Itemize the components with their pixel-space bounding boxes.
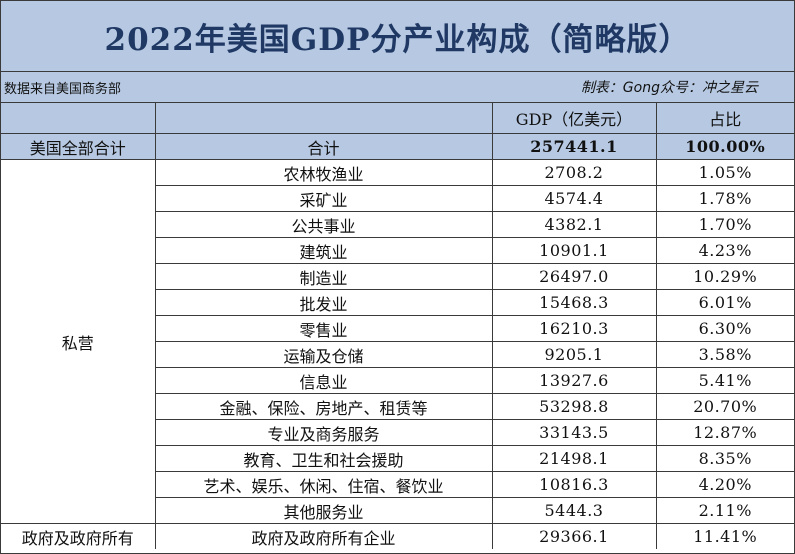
group-label-government: 政府及政府所有 <box>1 523 156 549</box>
author-credit: 制表：Gong众号：冲之星云 <box>580 80 758 96</box>
total-row: 美国全部合计 合计 257441.1 100.00% <box>1 133 794 160</box>
table-row: 采矿业 4574.4 1.78% <box>1 185 794 212</box>
industry-cell: 公共事业 <box>155 211 493 238</box>
share-cell: 2.11% <box>655 497 794 524</box>
gdp-cell: 29366.1 <box>491 523 657 549</box>
industry-cell: 专业及商务服务 <box>155 419 493 446</box>
industry-cell: 采矿业 <box>155 185 493 212</box>
industry-cell: 零售业 <box>155 315 493 342</box>
share-cell: 1.70% <box>655 211 794 238</box>
total-label: 合计 <box>154 133 493 160</box>
gdp-cell: 10816.3 <box>491 471 657 498</box>
share-cell: 6.01% <box>655 289 794 316</box>
total-group-label: 美国全部合计 <box>1 133 156 160</box>
industry-cell: 制造业 <box>155 263 493 290</box>
table-row: 运输及仓储 9205.1 3.58% <box>1 341 794 368</box>
industry-cell: 艺术、娱乐、休闲、住宿、餐饮业 <box>155 471 493 498</box>
industry-cell: 其他服务业 <box>155 497 493 524</box>
industry-cell: 批发业 <box>155 289 493 316</box>
share-cell: 12.87% <box>655 419 794 446</box>
gdp-table: GDP（亿美元） 占比 美国全部合计 合计 257441.1 100.00% 私… <box>1 103 794 549</box>
industry-cell: 农林牧渔业 <box>154 159 493 186</box>
title-banner: 2022年美国GDP分产业构成（简略版） <box>1 1 794 72</box>
government-row: 政府及政府所有 政府及政府所有企业 29366.1 11.41% <box>1 523 794 549</box>
table-row: 信息业 13927.6 5.41% <box>1 367 794 394</box>
share-cell: 8.35% <box>655 445 794 472</box>
industry-cell: 政府及政府所有企业 <box>154 523 493 549</box>
share-cell: 1.05% <box>655 159 794 186</box>
gdp-cell: 4382.1 <box>491 211 657 238</box>
industry-cell: 金融、保险、房地产、租赁等 <box>155 393 493 420</box>
header-share: 占比 <box>655 103 794 134</box>
table-row: 艺术、娱乐、休闲、住宿、餐饮业 10816.3 4.20% <box>1 471 794 498</box>
gdp-cell: 13927.6 <box>491 367 657 394</box>
share-cell: 20.70% <box>655 393 794 420</box>
group-label-private: 私营 <box>1 159 156 524</box>
share-cell: 1.78% <box>655 185 794 212</box>
industry-cell: 运输及仓储 <box>155 341 493 368</box>
total-share: 100.00% <box>655 133 794 160</box>
gdp-cell: 16210.3 <box>491 315 657 342</box>
gdp-cell: 33143.5 <box>491 419 657 446</box>
gdp-cell: 21498.1 <box>491 445 657 472</box>
table-row: 私营 农林牧渔业 2708.2 1.05% <box>1 159 794 524</box>
table-row: 制造业 26497.0 10.29% <box>1 263 794 290</box>
gdp-cell: 10901.1 <box>491 237 657 264</box>
industry-cell: 信息业 <box>155 367 493 394</box>
gdp-cell: 53298.8 <box>491 393 657 420</box>
gdp-cell: 5444.3 <box>491 497 657 524</box>
table-row: 其他服务业 5444.3 2.11% <box>1 497 794 524</box>
share-cell: 6.30% <box>655 315 794 342</box>
share-cell: 4.20% <box>655 471 794 498</box>
gdp-cell: 26497.0 <box>491 263 657 290</box>
share-cell: 5.41% <box>655 367 794 394</box>
share-cell: 10.29% <box>655 263 794 290</box>
table-row: 公共事业 4382.1 1.70% <box>1 211 794 238</box>
page-title: 2022年美国GDP分产业构成（简略版） <box>104 21 691 58</box>
source-note: 数据来自美国商务部 <box>4 81 122 97</box>
gdp-cell: 9205.1 <box>491 341 657 368</box>
industry-cell: 建筑业 <box>155 237 493 264</box>
header-blank-cell <box>1 103 156 134</box>
share-cell: 3.58% <box>655 341 794 368</box>
gdp-cell: 2708.2 <box>491 159 657 186</box>
gdp-cell: 15468.3 <box>491 289 657 316</box>
source-row: 数据来自美国商务部 制表：Gong众号：冲之星云 <box>1 72 794 103</box>
header-blank-cell <box>154 103 493 134</box>
table-row: 专业及商务服务 33143.5 12.87% <box>1 419 794 446</box>
table-row: 金融、保险、房地产、租赁等 53298.8 20.70% <box>1 393 794 420</box>
industry-cell: 教育、卫生和社会援助 <box>155 445 493 472</box>
share-cell: 11.41% <box>655 523 794 549</box>
gdp-cell: 4574.4 <box>491 185 657 212</box>
header-row: GDP（亿美元） 占比 <box>1 103 794 134</box>
share-cell: 4.23% <box>655 237 794 264</box>
header-gdp: GDP（亿美元） <box>491 103 657 134</box>
total-gdp: 257441.1 <box>491 133 657 160</box>
